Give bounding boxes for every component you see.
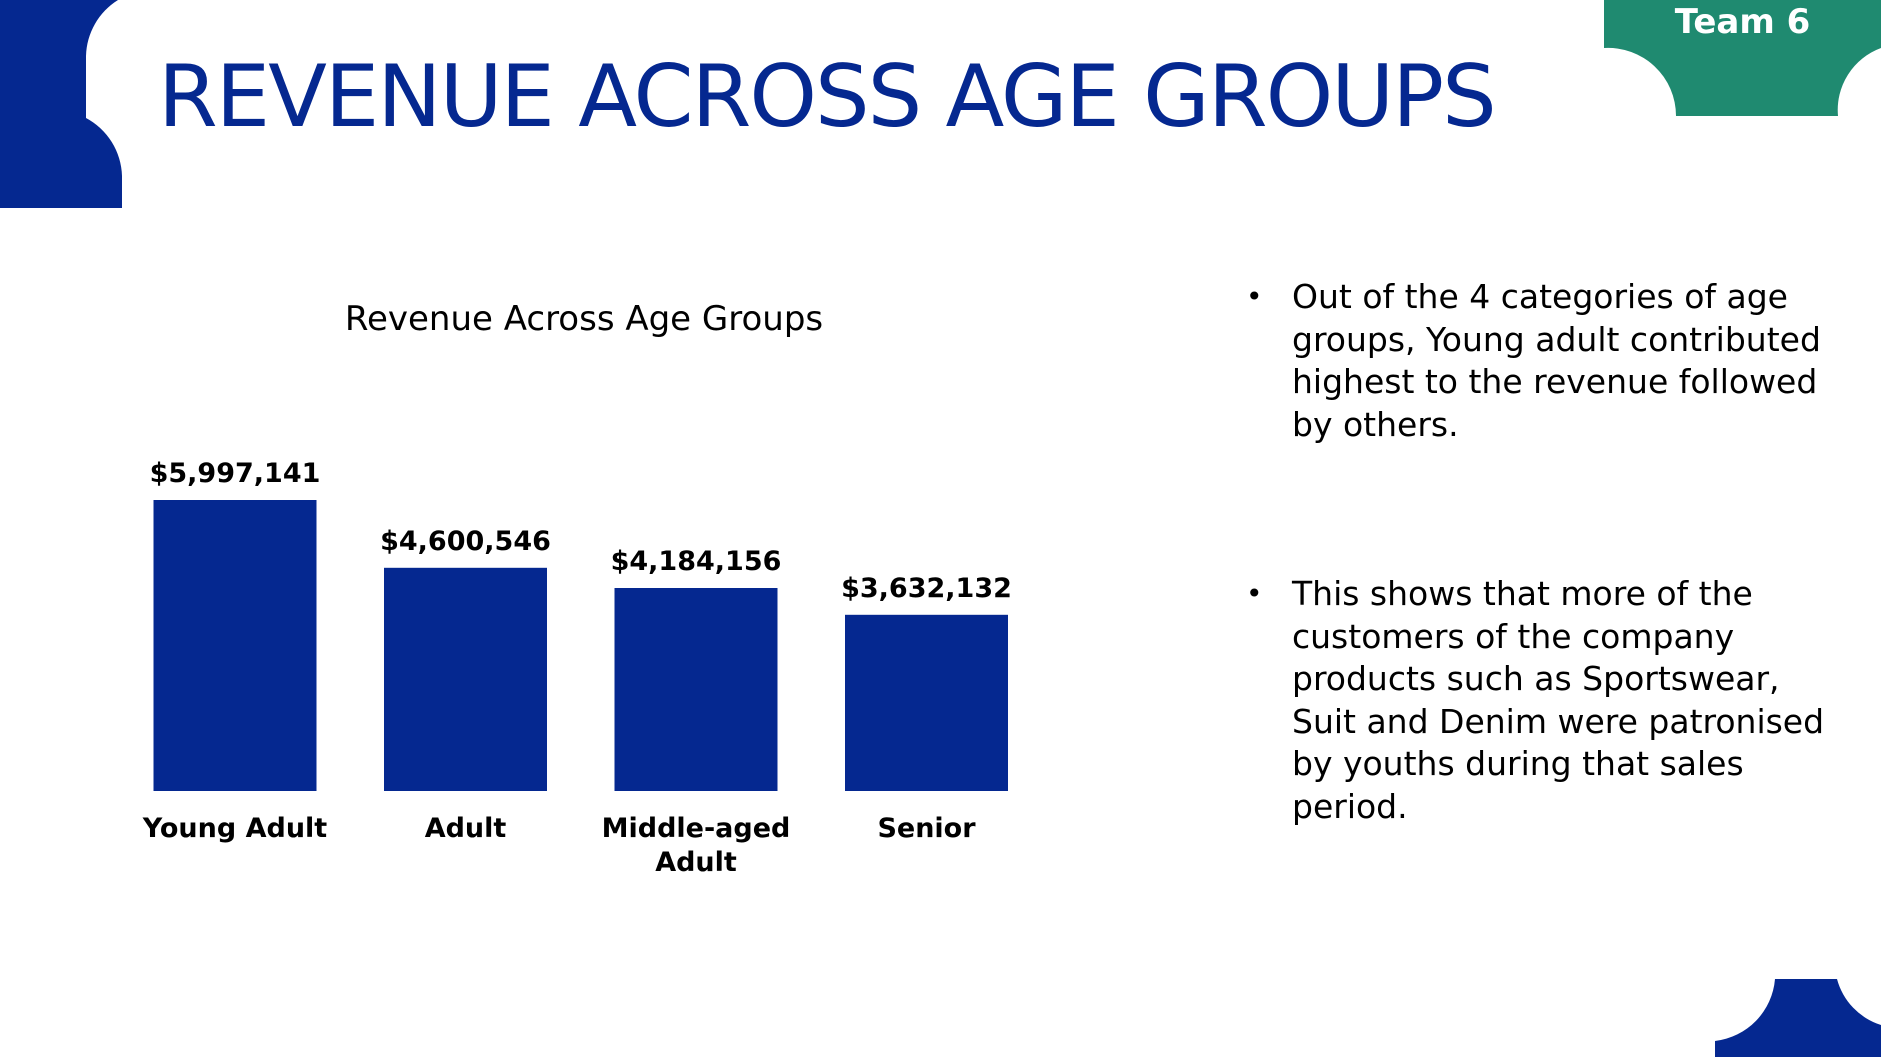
page-title: REVENUE ACROSS AGE GROUPS	[158, 47, 1497, 147]
data-label: $3,632,132	[841, 573, 1012, 604]
bullet-item: Out of the 4 categories of age groups, Y…	[1240, 276, 1840, 446]
category-label: Middle-aged Adult	[602, 813, 791, 878]
category-label: Adult	[425, 813, 507, 844]
bar-middle-aged-adult	[614, 588, 778, 791]
bar-senior	[845, 614, 1008, 791]
data-label: $4,600,546	[380, 526, 551, 557]
category-label: Young Adult	[142, 813, 327, 844]
bar-young-adult	[153, 500, 317, 791]
data-label: $4,184,156	[611, 546, 782, 577]
chart-title: Revenue Across Age Groups	[345, 299, 823, 339]
top-left-corner-shape	[0, 0, 122, 208]
team-label: Team 6	[1674, 2, 1811, 42]
bars-group: $5,997,141 Young Adult $4,600,546 Adult $4,1…	[142, 458, 1012, 878]
team-badge-shape	[1604, 0, 1881, 116]
data-label: $5,997,141	[150, 458, 321, 489]
bullet-item: This shows that more of the customers of…	[1240, 573, 1840, 828]
bottom-right-corner-shape	[1715, 979, 1881, 1057]
bar-adult	[384, 567, 547, 791]
commentary-bullets: Out of the 4 categories of age groups, Y…	[1240, 276, 1840, 828]
category-label: Senior	[877, 813, 976, 844]
